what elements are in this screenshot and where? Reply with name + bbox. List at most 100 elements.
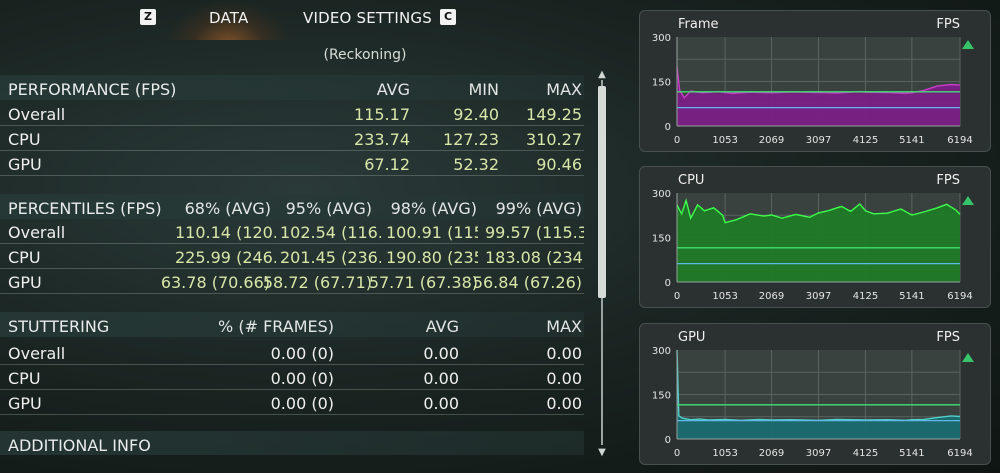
percentiles-header: PERCENTILES (FPS) 68% (AVG) 95% (AVG) 98…	[0, 194, 584, 219]
pct-value: 0.00 (0)	[270, 369, 334, 388]
chart-title: Frame	[678, 17, 719, 32]
pct-value: 0.00 (0)	[270, 344, 334, 363]
row-label: CPU	[8, 369, 41, 388]
x-tick-label: 0	[674, 135, 680, 146]
avg-value: 0.00	[423, 344, 459, 363]
y-tick-label: 300	[652, 189, 671, 200]
x-tick-label: 2069	[759, 135, 784, 146]
additional-info-title: ADDITIONAL INFO	[8, 436, 151, 455]
x-tick-label: 6194	[947, 135, 972, 146]
top-nav: Z DATA VIDEO SETTINGS C	[0, 0, 620, 40]
x-tick-label: 4125	[853, 291, 878, 302]
col-p98: 98% (AVG)	[390, 199, 477, 218]
chart-unit: FPS	[936, 173, 960, 188]
x-tick-label: 1053	[712, 291, 737, 302]
x-tick-label: 4125	[853, 135, 878, 146]
max-value: 149.25	[526, 105, 582, 124]
p95-value: 201.45 (236.67	[280, 248, 381, 267]
stuttering-title: STUTTERING	[8, 317, 110, 336]
p98-value: 100.91 (115.56	[386, 223, 478, 242]
chart-svg: 300 150 00 1053 2069 3097 4125 5141 6194	[652, 189, 973, 302]
min-value: 127.23	[443, 130, 499, 149]
max-value: 0.00	[546, 369, 582, 388]
max-value: 310.27	[526, 130, 582, 149]
performance-header: PERFORMANCE (FPS) AVG MIN MAX	[0, 75, 584, 100]
table-row: CPU 233.74 127.23 310.27	[0, 125, 584, 151]
c-key-hint: C	[440, 9, 456, 25]
table-row: Overall 115.17 92.40 149.25	[0, 100, 584, 126]
y-tick-label: 150	[652, 78, 671, 89]
table-row: Overall 0.00 (0) 0.00 0.00	[0, 339, 584, 365]
x-tick-label: 1053	[712, 448, 737, 459]
col-p95: 95% (AVG)	[285, 199, 372, 218]
p99-value: 56.84 (67.26)	[472, 273, 582, 292]
table-row: CPU 225.99 (246.10 201.45 (236.67 190.80…	[0, 243, 584, 269]
stuttering-header: STUTTERING % (# FRAMES) AVG MAX	[0, 312, 584, 337]
y-tick-label: 0	[665, 122, 671, 133]
x-tick-label: 6194	[947, 448, 972, 459]
series-area	[677, 66, 960, 126]
y-tick-label: 150	[652, 234, 671, 245]
x-tick-label: 3097	[806, 291, 831, 302]
x-tick-label: 1053	[712, 135, 737, 146]
col-p68: 68% (AVG)	[184, 199, 271, 218]
triangle-up-icon	[962, 353, 974, 362]
chevron-up-icon[interactable]: ▲	[598, 69, 606, 80]
chart-svg: 300 150 00 1053 2069 3097 4125 5141 6194	[652, 33, 973, 146]
scroll-thumb[interactable]	[598, 86, 606, 298]
avg-value: 115.17	[354, 105, 410, 124]
table-row: GPU 67.12 52.32 90.46	[0, 150, 584, 176]
scrollbar[interactable]: ▲ ▼	[596, 70, 608, 460]
avg-value: 233.74	[354, 130, 410, 149]
y-tick-label: 300	[652, 346, 671, 357]
p68-value: 225.99 (246.10	[175, 248, 276, 267]
col-avg: AVG	[376, 80, 410, 99]
x-tick-label: 3097	[806, 448, 831, 459]
series-line	[676, 197, 961, 224]
min-value: 92.40	[453, 105, 499, 124]
additional-info-header[interactable]: ADDITIONAL INFO	[0, 431, 584, 455]
x-tick-label: 3097	[806, 135, 831, 146]
row-label: CPU	[8, 130, 41, 149]
avg-value: 0.00	[423, 394, 459, 413]
p95-value: 102.54 (116.05	[280, 223, 381, 242]
p95-value: 58.72 (67.71)	[262, 273, 372, 292]
p99-value: 183.08 (234.62	[485, 248, 584, 267]
max-value: 90.46	[536, 155, 582, 174]
x-tick-label: 0	[674, 448, 680, 459]
profile-subtitle: (Reckoning)	[323, 47, 407, 63]
col-max: MAX	[546, 317, 582, 336]
x-tick-label: 2069	[759, 448, 784, 459]
series-line	[676, 349, 961, 422]
triangle-up-icon	[962, 40, 974, 49]
y-tick-label: 0	[665, 278, 671, 289]
row-label: GPU	[8, 155, 42, 174]
x-tick-label: 5141	[899, 135, 924, 146]
p68-value: 63.78 (70.66)	[160, 273, 270, 292]
x-tick-label: 2069	[759, 291, 784, 302]
min-value: 52.32	[453, 155, 499, 174]
performance-title: PERFORMANCE (FPS)	[8, 80, 177, 99]
col-avg: AVG	[425, 317, 459, 336]
chart-unit: FPS	[936, 17, 960, 32]
y-tick-label: 150	[652, 391, 671, 402]
y-tick-label: 300	[652, 33, 671, 44]
triangle-up-icon	[962, 196, 974, 205]
chevron-down-icon[interactable]: ▼	[598, 447, 606, 458]
row-label: CPU	[8, 248, 41, 267]
x-tick-label: 5141	[899, 448, 924, 459]
tab-data[interactable]: DATA	[164, 0, 294, 40]
chart-title: CPU	[678, 173, 705, 188]
table-row: GPU 63.78 (70.66) 58.72 (67.71) 57.71 (6…	[0, 268, 584, 294]
max-value: 0.00	[546, 394, 582, 413]
row-label: Overall	[8, 344, 66, 363]
x-tick-label: 0	[674, 291, 680, 302]
series-area	[677, 200, 960, 282]
max-value: 0.00	[546, 344, 582, 363]
row-label: Overall	[8, 223, 66, 242]
chart-svg: 300 150 00 1053 2069 3097 4125 5141 6194	[652, 346, 973, 459]
tab-video-settings[interactable]: VIDEO SETTINGS	[303, 9, 432, 27]
avg-value: 0.00	[423, 369, 459, 388]
col-pct-frames: % (# FRAMES)	[218, 317, 334, 336]
chart-title: GPU	[678, 330, 706, 345]
